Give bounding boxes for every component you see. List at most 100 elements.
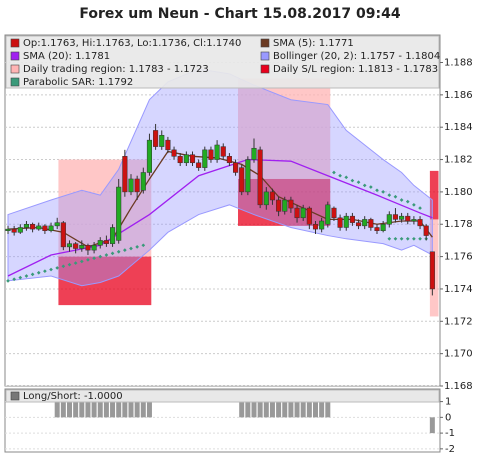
candle-body bbox=[134, 178, 140, 193]
candle-body bbox=[319, 220, 325, 230]
y-tick-label: 1.180 bbox=[444, 187, 473, 198]
sar-dot bbox=[36, 270, 41, 275]
candle-body bbox=[343, 215, 349, 228]
sar-dot bbox=[399, 236, 404, 241]
chart-title: Forex um Neun - Chart 15.08.2017 09:44 bbox=[79, 6, 400, 22]
candle-body bbox=[11, 228, 17, 233]
sar-dot bbox=[412, 203, 416, 207]
y-tick-label: 1.172 bbox=[444, 316, 473, 327]
candle-body bbox=[5, 228, 11, 231]
candle-body bbox=[251, 147, 257, 160]
bar bbox=[91, 401, 97, 418]
y-tick-label: 1.168 bbox=[444, 381, 473, 392]
candle-body bbox=[165, 139, 171, 151]
candle-body bbox=[23, 223, 29, 228]
candle-body bbox=[91, 245, 97, 251]
candle-body bbox=[48, 225, 54, 231]
sar-dot bbox=[412, 236, 416, 241]
candle-body bbox=[116, 186, 122, 241]
candle-body bbox=[97, 240, 103, 246]
region bbox=[238, 78, 331, 179]
bar bbox=[110, 401, 116, 418]
y-tick-label: 1.174 bbox=[444, 284, 473, 295]
overlay: 1.168 1.170 1.172 1.174 1.176 1.178 1.180 1.182… bbox=[5, 35, 473, 455]
legend-label: Parabolic SAR: 1.1792 bbox=[23, 77, 133, 88]
legend-swatch bbox=[10, 51, 20, 61]
sar-dot bbox=[116, 249, 121, 254]
bar bbox=[251, 401, 257, 418]
candle-body bbox=[392, 214, 398, 220]
y-tick-label: 1.170 bbox=[444, 349, 473, 360]
candle-body bbox=[183, 154, 189, 164]
sar-dot bbox=[104, 253, 109, 257]
legend-swatch bbox=[260, 51, 270, 61]
sar-dot bbox=[129, 246, 133, 251]
y-tick-label: 1.184 bbox=[444, 122, 473, 133]
bar bbox=[288, 401, 294, 418]
sar-dot bbox=[399, 198, 404, 202]
candle-body bbox=[288, 199, 294, 209]
candle-body bbox=[331, 207, 337, 219]
bar bbox=[60, 401, 66, 418]
bar bbox=[325, 401, 331, 418]
candle-body bbox=[429, 251, 435, 290]
candle-body bbox=[380, 223, 386, 231]
legend-label: Daily trading region: 1.1783 - 1.1723 bbox=[23, 64, 209, 75]
y-tick-label: -2 bbox=[445, 444, 455, 455]
candle-body bbox=[368, 219, 374, 228]
bar bbox=[300, 401, 306, 418]
legend-swatch bbox=[10, 38, 20, 48]
legend-swatch bbox=[260, 38, 270, 48]
sar-dot bbox=[418, 206, 422, 210]
candle-body bbox=[294, 207, 300, 219]
y-tick-label: 1.176 bbox=[444, 252, 473, 263]
y-tick-label: 1.188 bbox=[444, 57, 473, 68]
legend-swatch bbox=[10, 77, 20, 87]
bar bbox=[116, 401, 122, 418]
candle-body bbox=[399, 215, 405, 220]
sar-dot bbox=[405, 199, 410, 204]
sar-dot bbox=[387, 236, 392, 241]
candle-body bbox=[276, 199, 282, 212]
candle-body bbox=[122, 156, 128, 193]
sar-dot bbox=[375, 188, 379, 193]
bar bbox=[103, 401, 109, 418]
sar-dot bbox=[110, 251, 115, 256]
sar-dot bbox=[356, 180, 361, 185]
legend-label: Op:1.1763, Hi:1.1763, Lo:1.1736, Cl:1.17… bbox=[23, 38, 241, 49]
candle-body bbox=[73, 243, 79, 249]
sar-dot bbox=[381, 190, 385, 194]
legend-label: SMA (20): 1.1781 bbox=[23, 51, 110, 62]
bar bbox=[269, 401, 275, 418]
bar bbox=[263, 401, 269, 418]
bar bbox=[429, 417, 435, 434]
legend-box bbox=[5, 389, 440, 403]
candle-body bbox=[245, 159, 251, 193]
candle-body bbox=[356, 222, 362, 227]
candle-body bbox=[128, 178, 134, 193]
candle-body bbox=[60, 222, 66, 248]
candle-body bbox=[257, 149, 263, 206]
candle-body bbox=[42, 225, 48, 231]
plot bbox=[5, 61, 440, 386]
candle-body bbox=[202, 149, 208, 168]
candle-body bbox=[386, 214, 392, 225]
candle-body bbox=[140, 172, 146, 191]
candle-body bbox=[337, 217, 343, 228]
candle-body bbox=[282, 199, 288, 212]
candle-body bbox=[66, 243, 73, 248]
legend-label: SMA (5): 1.1771 bbox=[273, 38, 354, 49]
bar bbox=[282, 401, 288, 418]
bar bbox=[276, 401, 282, 418]
bar bbox=[122, 401, 128, 418]
candle-body bbox=[263, 191, 269, 206]
sar-dot bbox=[141, 243, 146, 248]
candle-body bbox=[417, 219, 423, 227]
candle-body bbox=[177, 156, 183, 164]
candle-body bbox=[239, 167, 245, 193]
legend-label: Bollinger (20, 2): 1.1757 - 1.1804 bbox=[273, 51, 440, 62]
candle-body bbox=[79, 245, 85, 249]
candle-body bbox=[349, 215, 355, 223]
bar bbox=[306, 401, 312, 418]
sar-dot bbox=[338, 173, 342, 178]
